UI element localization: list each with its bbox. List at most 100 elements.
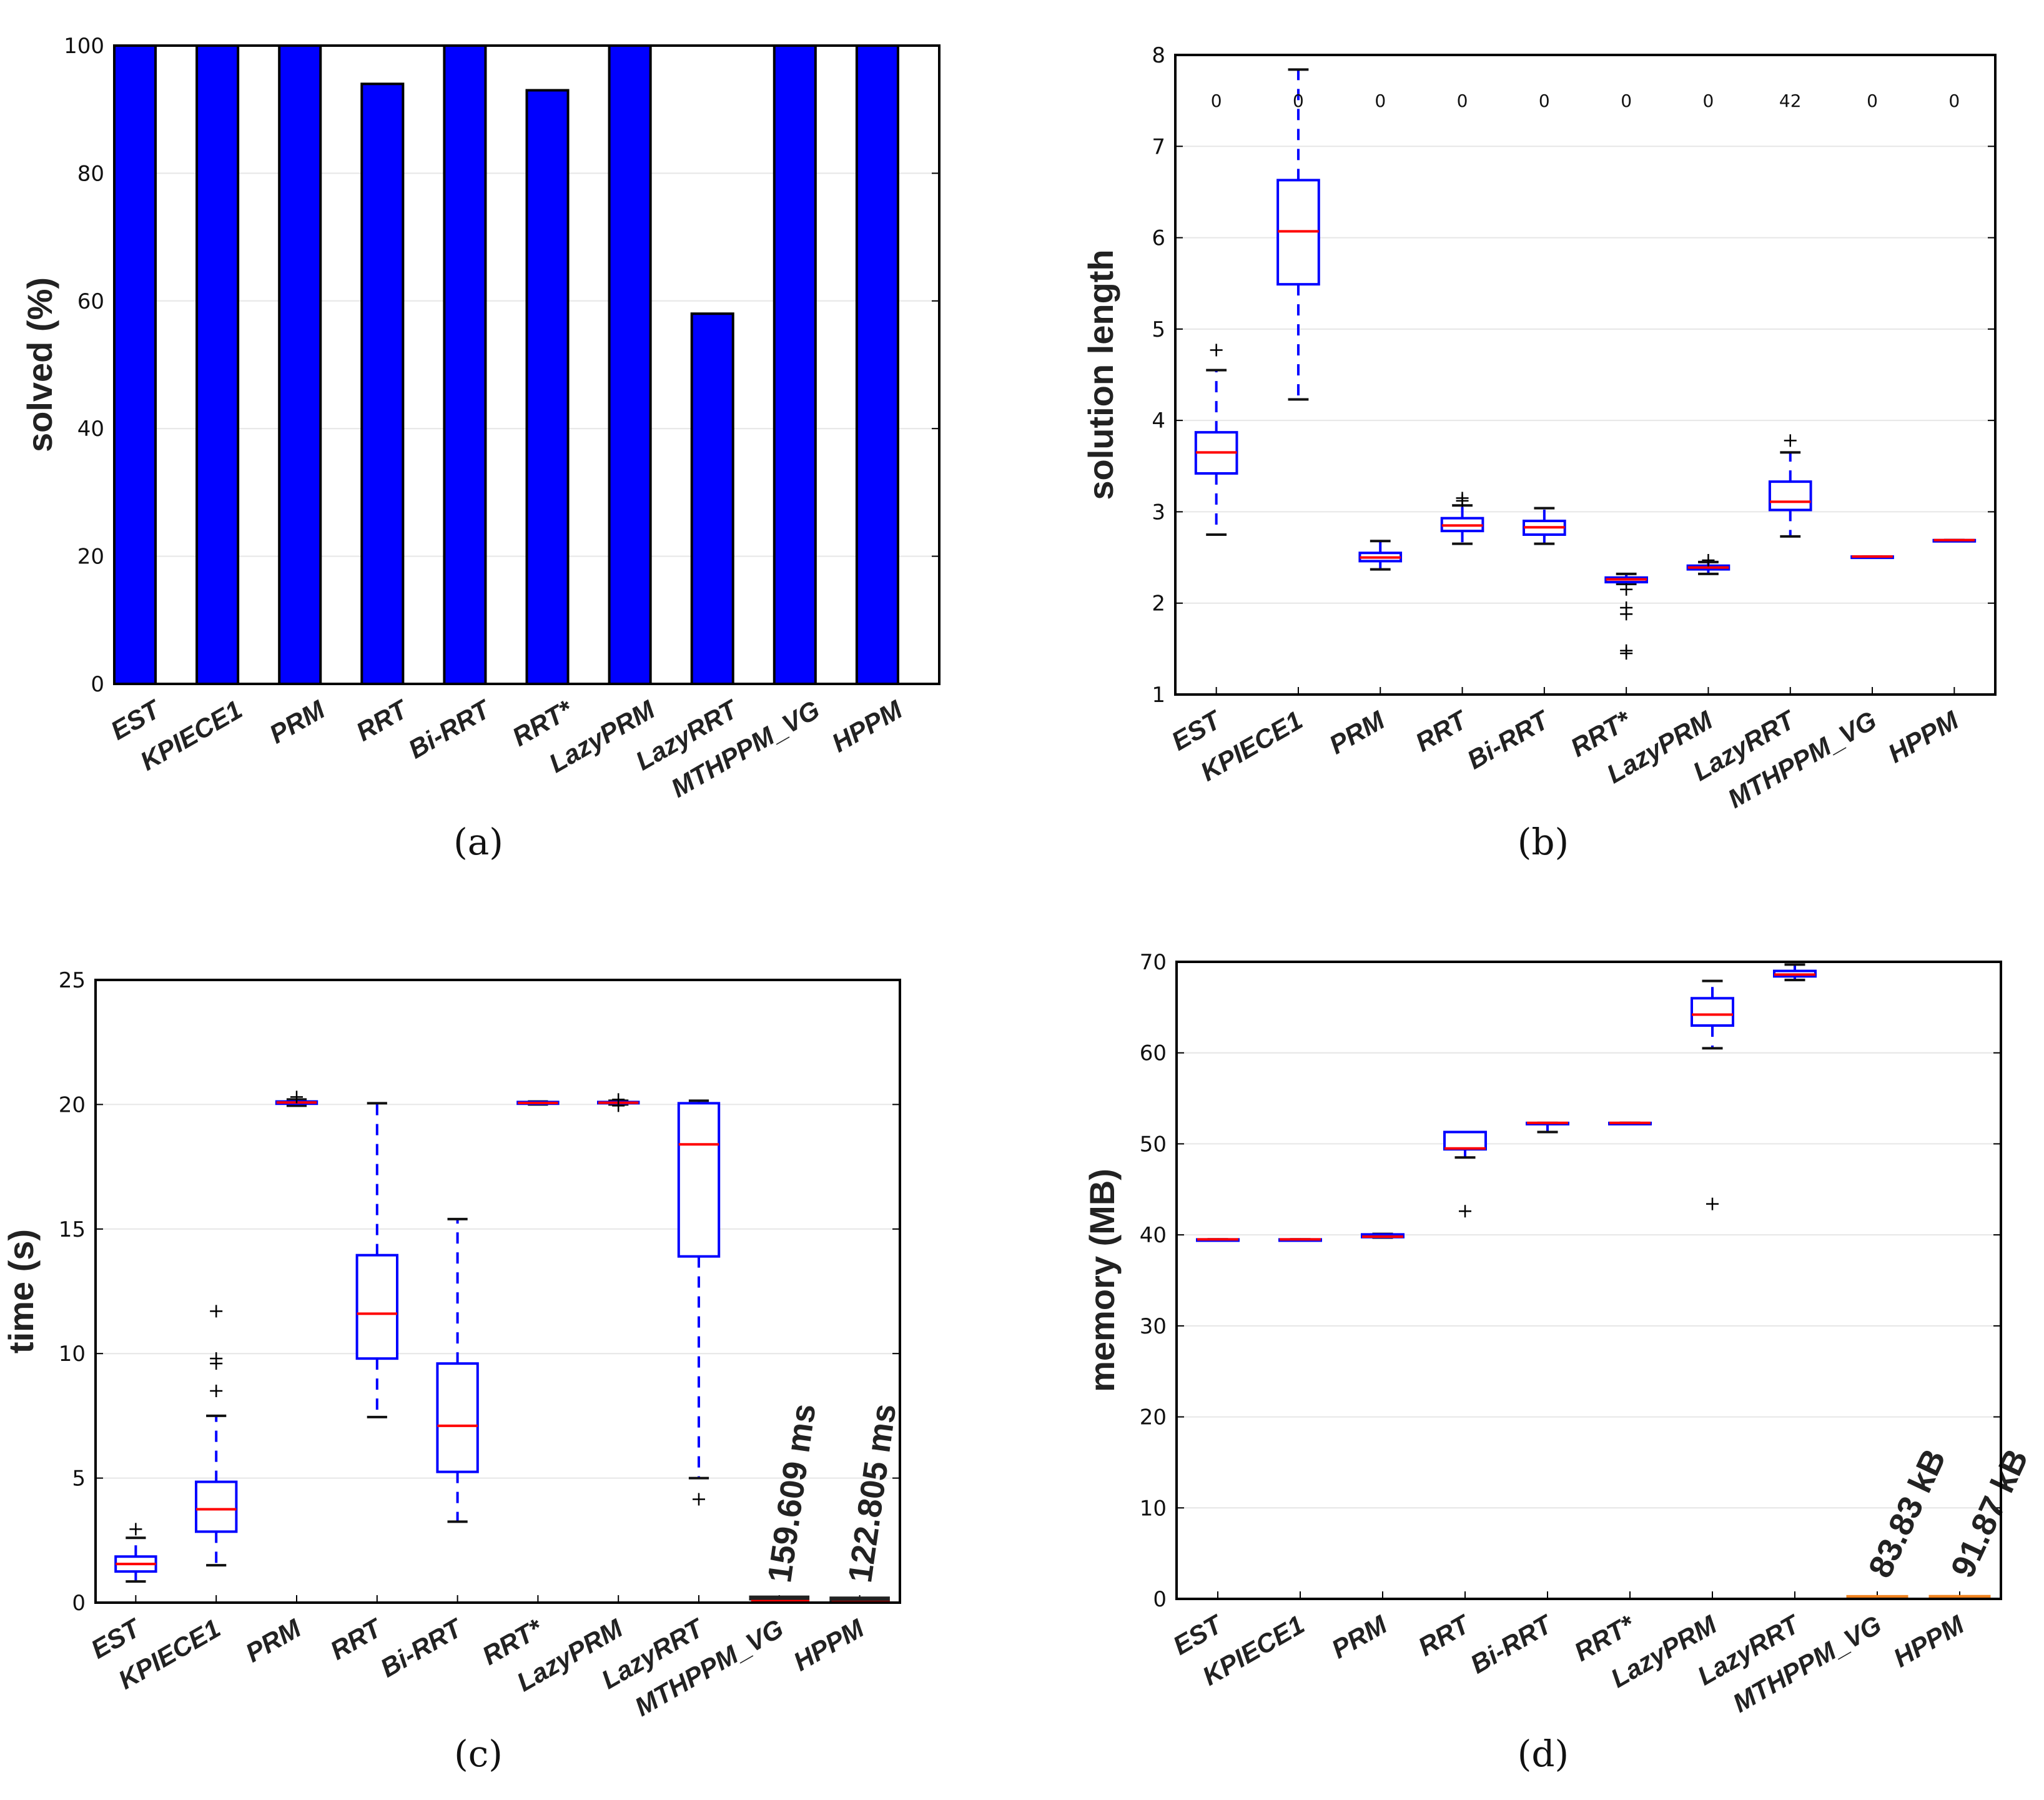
y-tick-label: 30 xyxy=(1140,1314,1167,1339)
outlier-marker xyxy=(1620,583,1633,596)
y-tick-label: 20 xyxy=(59,1092,86,1117)
y-tick-label: 40 xyxy=(77,417,104,442)
x-tick-label: HPPM xyxy=(1888,1610,1969,1673)
y-tick-label: 2 xyxy=(1152,591,1165,616)
count-label: 0 xyxy=(1457,91,1468,111)
box-prm xyxy=(275,1090,318,1107)
y-tick-label: 7 xyxy=(1152,134,1165,159)
x-tick-label: PRM xyxy=(1324,705,1390,760)
box-rrt xyxy=(1440,492,1484,545)
plot-frame xyxy=(94,979,901,1604)
count-label: 0 xyxy=(1703,91,1714,111)
outlier-marker xyxy=(1706,1197,1719,1210)
box-iqr xyxy=(195,1480,238,1533)
panel-caption: (b) xyxy=(1518,821,1569,863)
panel-caption: (d) xyxy=(1518,1733,1569,1775)
bar-lazyprm xyxy=(608,44,652,685)
bar-est xyxy=(113,44,157,685)
outlier-marker xyxy=(1620,608,1633,621)
x-tick-label: PRM xyxy=(1326,1610,1392,1664)
y-tick-label: 20 xyxy=(1140,1405,1167,1430)
box-rrt* xyxy=(1604,572,1648,660)
y-tick-label: 60 xyxy=(1140,1041,1167,1066)
bar-kpiece1 xyxy=(195,44,240,685)
outlier-marker xyxy=(1456,492,1469,505)
y-axis-label: solved (%) xyxy=(20,277,59,452)
box-est xyxy=(1194,344,1238,536)
box-bi-rrt xyxy=(436,1217,479,1523)
x-tick-label: PRM xyxy=(240,1613,306,1668)
box-lazyprm xyxy=(597,1093,640,1112)
plot-frame xyxy=(1175,961,2002,1600)
y-tick-label: 15 xyxy=(59,1217,86,1242)
x-tick-label: HPPM xyxy=(827,695,907,758)
highlight-bar xyxy=(829,1596,890,1602)
y-tick-label: 1 xyxy=(1152,683,1165,708)
box-rrt* xyxy=(1608,1121,1652,1125)
value-annotation: 91.87 kB xyxy=(1943,1443,2035,1583)
panel-caption: (a) xyxy=(453,821,503,863)
highlight-bar xyxy=(1846,1595,1908,1600)
x-tick-label: PRM xyxy=(264,695,330,749)
box-prm xyxy=(1361,1232,1405,1239)
box-kpiece1 xyxy=(1278,1238,1322,1242)
box-iqr xyxy=(355,1254,398,1360)
box-hppm xyxy=(1928,1595,1991,1600)
y-tick-label: 70 xyxy=(1140,950,1167,975)
box-mthppm_vg xyxy=(1850,555,1894,560)
bar-mthppm_vg xyxy=(773,44,817,685)
value-annotation: 122.805 ms xyxy=(841,1402,904,1585)
box-lazyrrt xyxy=(677,1099,721,1506)
y-tick-label: 100 xyxy=(64,34,104,59)
box-kpiece1 xyxy=(1276,68,1320,401)
outlier-marker xyxy=(129,1523,142,1536)
y-tick-label: 5 xyxy=(72,1466,86,1491)
bar-prm xyxy=(278,44,322,685)
outlier-marker xyxy=(210,1352,223,1365)
plot-frame xyxy=(1174,54,1997,696)
y-tick-label: 50 xyxy=(1140,1132,1167,1157)
count-label: 0 xyxy=(1621,91,1632,111)
outlier-marker xyxy=(693,1493,705,1506)
box-rrt xyxy=(355,1102,398,1418)
x-tick-label: HPPM xyxy=(1883,705,1963,769)
box-hppm xyxy=(1932,538,1977,543)
box-lazyrrt xyxy=(1773,963,1817,982)
count-label: 42 xyxy=(1779,91,1802,111)
bar-hppm xyxy=(855,44,899,685)
y-tick-label: 80 xyxy=(77,161,104,186)
box-iqr xyxy=(677,1102,721,1258)
count-label: 0 xyxy=(1293,91,1304,111)
outlier-marker xyxy=(1620,647,1633,660)
box-iqr xyxy=(1691,997,1734,1027)
bar-bi-rrt xyxy=(443,44,487,685)
y-tick-label: 40 xyxy=(1140,1223,1167,1248)
y-tick-label: 10 xyxy=(1140,1496,1167,1521)
y-tick-label: 60 xyxy=(77,289,104,314)
bar-rrt xyxy=(360,82,405,685)
outlier-marker xyxy=(1702,553,1715,566)
y-tick-label: 20 xyxy=(77,545,104,570)
count-label: 0 xyxy=(1375,91,1386,111)
count-label: 0 xyxy=(1539,91,1550,111)
count-label: 0 xyxy=(1948,91,1960,111)
highlight-bar xyxy=(749,1595,810,1601)
box-lazyrrt xyxy=(1768,434,1812,538)
x-tick-label: Bi-RRT xyxy=(1465,1608,1558,1679)
box-bi-rrt xyxy=(1526,1121,1569,1134)
box-lazyprm xyxy=(1691,979,1734,1210)
plot-frame xyxy=(113,44,941,685)
x-tick-label: HPPM xyxy=(788,1613,869,1677)
y-tick-label: 0 xyxy=(72,1591,86,1616)
panel-caption: (c) xyxy=(454,1733,503,1775)
y-tick-label: 5 xyxy=(1152,317,1165,342)
box-est xyxy=(1196,1238,1240,1242)
box-est xyxy=(114,1523,157,1583)
y-tick-label: 0 xyxy=(91,672,104,697)
x-tick-label: Bi-RRT xyxy=(403,693,496,764)
bar-rrt* xyxy=(525,89,570,686)
